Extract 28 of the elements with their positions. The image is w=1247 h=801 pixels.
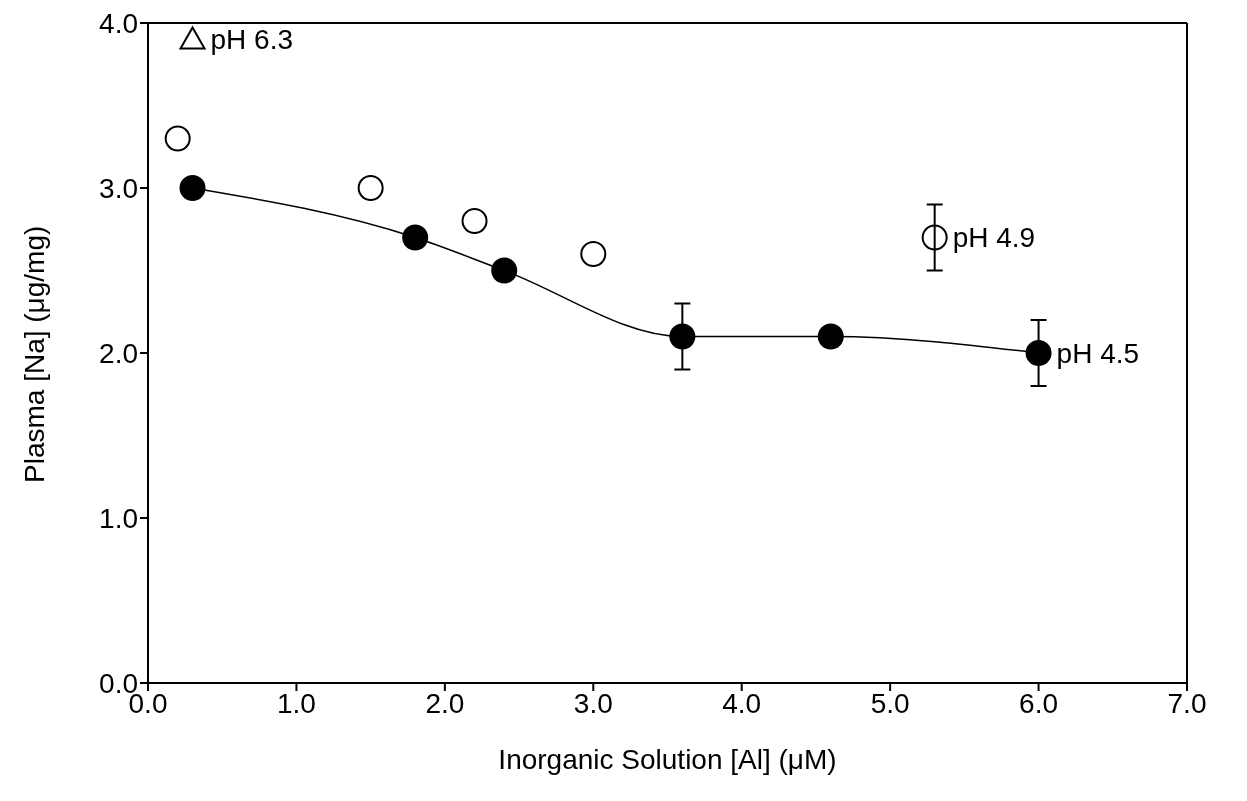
x-tick-label: 5.0 [870, 687, 910, 719]
x-tick-label: 3.0 [573, 687, 613, 719]
x-tick-label: 4.0 [722, 687, 762, 719]
y-tick-label: 4.0 [99, 7, 138, 39]
annotation: pH 4.9 [952, 222, 1036, 254]
point [580, 241, 607, 267]
annotation: pH 4.5 [1056, 337, 1140, 369]
point [491, 257, 518, 284]
point [921, 224, 948, 251]
x-tick-label: 7.0 [1167, 687, 1207, 719]
point [179, 175, 206, 201]
y-tick-label: 2.0 [99, 337, 138, 369]
point [357, 175, 384, 201]
y-tick-label: 3.0 [99, 172, 138, 204]
y-tick-label: 1.0 [99, 502, 138, 534]
x-tick-label: 6.0 [1019, 687, 1059, 719]
point [817, 323, 844, 350]
x-tick-label: 2.0 [425, 687, 465, 719]
annotation: pH 6.3 [210, 24, 294, 56]
point [179, 26, 206, 50]
point [461, 208, 488, 234]
point [669, 323, 696, 350]
point [402, 224, 429, 251]
y-axis-title: Plasma [Na] (μg/mg) [18, 225, 50, 483]
point [164, 125, 191, 152]
x-axis-title: Inorganic Solution [Al] (μM) [498, 744, 837, 775]
point [1025, 340, 1052, 366]
x-tick-label: 1.0 [276, 687, 316, 719]
